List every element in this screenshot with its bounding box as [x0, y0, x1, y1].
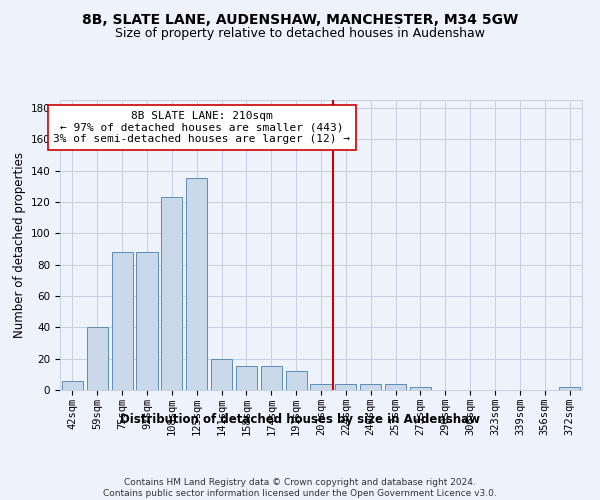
Text: Size of property relative to detached houses in Audenshaw: Size of property relative to detached ho… [115, 28, 485, 40]
Bar [559, 387, 580, 390]
Bar [310, 384, 332, 390]
Text: Contains HM Land Registry data © Crown copyright and database right 2024.
Contai: Contains HM Land Registry data © Crown c… [103, 478, 497, 498]
Bar [62, 380, 83, 390]
Bar [410, 387, 431, 390]
Text: 8B SLATE LANE: 210sqm
← 97% of detached houses are smaller (443)
3% of semi-deta: 8B SLATE LANE: 210sqm ← 97% of detached … [53, 111, 350, 144]
Bar [261, 366, 282, 390]
Bar [136, 252, 158, 390]
Bar [385, 384, 406, 390]
Bar [87, 328, 108, 390]
Bar [186, 178, 207, 390]
Text: Distribution of detached houses by size in Audenshaw: Distribution of detached houses by size … [120, 412, 480, 426]
Bar [211, 358, 232, 390]
Y-axis label: Number of detached properties: Number of detached properties [13, 152, 26, 338]
Bar [335, 384, 356, 390]
Bar [161, 197, 182, 390]
Bar [236, 366, 257, 390]
Bar [286, 371, 307, 390]
Bar [360, 384, 381, 390]
Bar [112, 252, 133, 390]
Text: 8B, SLATE LANE, AUDENSHAW, MANCHESTER, M34 5GW: 8B, SLATE LANE, AUDENSHAW, MANCHESTER, M… [82, 12, 518, 26]
